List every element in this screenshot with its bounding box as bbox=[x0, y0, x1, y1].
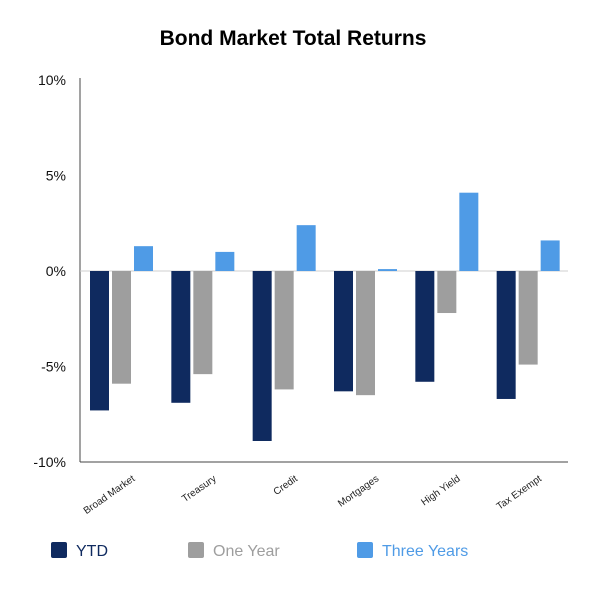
y-tick-label: 0% bbox=[46, 263, 66, 279]
bar-three-years-treasury bbox=[215, 251, 235, 271]
y-tick-label: 5% bbox=[46, 168, 66, 184]
x-tick-label: Broad Market bbox=[82, 473, 138, 517]
legend: YTD One Year Three Years bbox=[51, 542, 468, 560]
bar-three-years-tax-exempt bbox=[540, 240, 560, 271]
legend-label: Three Years bbox=[382, 543, 468, 560]
bar-one-year-broad-market bbox=[112, 271, 131, 384]
legend-label: One Year bbox=[213, 543, 280, 560]
y-tick-label: -5% bbox=[41, 359, 66, 375]
bars bbox=[90, 192, 560, 441]
legend-label: YTD bbox=[76, 543, 108, 560]
y-tick-label: 10% bbox=[38, 72, 66, 88]
legend-swatch bbox=[188, 542, 204, 558]
y-tick-label: -10% bbox=[33, 454, 66, 470]
bar-one-year-tax-exempt bbox=[518, 271, 538, 365]
bar-one-year-credit bbox=[274, 271, 294, 390]
legend-swatch bbox=[357, 542, 373, 558]
bar-three-years-high-yield bbox=[459, 192, 479, 271]
bar-one-year-treasury bbox=[193, 271, 213, 375]
bar-three-years-broad-market bbox=[134, 246, 153, 271]
bar-ytd-tax-exempt bbox=[496, 271, 516, 399]
x-tick-label: Treasury bbox=[180, 473, 218, 504]
axes: 10% 5% 0% -5% -10% bbox=[33, 72, 568, 470]
bar-ytd-broad-market bbox=[90, 271, 109, 411]
chart-title: Bond Market Total Returns bbox=[160, 27, 427, 50]
bar-one-year-high-yield bbox=[437, 271, 457, 314]
legend-swatch bbox=[51, 542, 67, 558]
bar-ytd-credit bbox=[252, 271, 272, 441]
x-tick-label: Mortgages bbox=[336, 473, 381, 509]
x-tick-label: Credit bbox=[272, 473, 300, 497]
x-tick-label: Tax Exempt bbox=[495, 473, 544, 512]
bar-one-year-mortgages bbox=[356, 271, 375, 396]
x-tick-labels: Broad Market Treasury Credit Mortgages High … bbox=[82, 473, 544, 517]
bar-three-years-credit bbox=[296, 225, 316, 271]
bar-three-years-mortgages bbox=[378, 269, 397, 271]
bar-ytd-high-yield bbox=[415, 271, 435, 382]
bar-ytd-mortgages bbox=[334, 271, 353, 392]
bar-ytd-treasury bbox=[171, 271, 191, 403]
x-tick-label: High Yield bbox=[419, 473, 462, 508]
